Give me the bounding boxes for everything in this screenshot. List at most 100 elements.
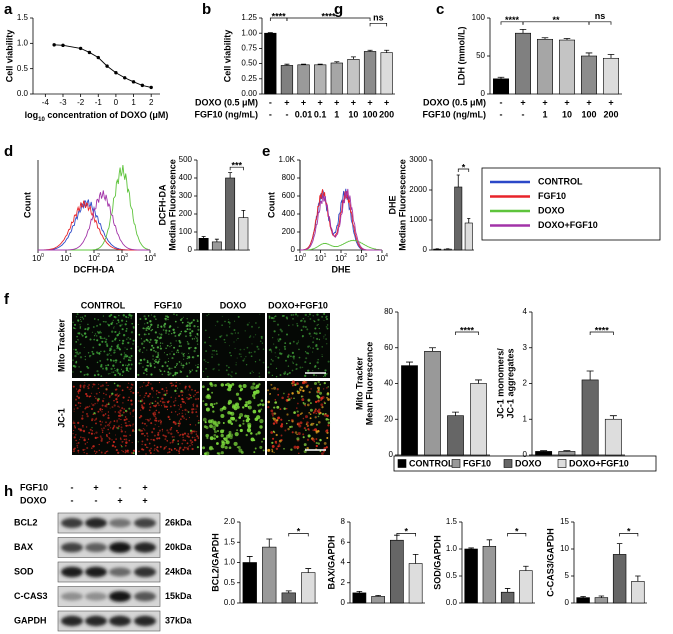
cell-dot	[130, 354, 133, 358]
cell-dot	[161, 428, 164, 431]
y-tick-label: 15	[560, 517, 569, 526]
cell-dot	[197, 421, 200, 425]
cell-dot	[108, 437, 111, 440]
cell-dot	[256, 345, 259, 348]
cell-dot	[103, 337, 106, 340]
cell-dot	[107, 424, 109, 426]
cell-dot	[274, 352, 276, 354]
cell-dot	[161, 373, 164, 376]
cell-dot	[83, 374, 86, 376]
cell-dot	[188, 352, 190, 354]
cell-dot	[127, 365, 129, 367]
cell-dot	[308, 429, 310, 431]
cell-dot	[150, 329, 152, 332]
cell-dot	[153, 414, 156, 417]
cell-dot	[92, 346, 95, 349]
cell-dot	[129, 424, 132, 427]
y-tick-label: 200	[179, 209, 193, 218]
cell-dot	[142, 428, 144, 430]
cell-dot	[240, 353, 242, 355]
cell-dot	[166, 439, 168, 442]
cell-dot	[159, 419, 161, 421]
cell-dot	[283, 392, 285, 395]
cell-dot	[190, 442, 192, 444]
y-tick-label: 0.5	[17, 64, 29, 73]
cell-dot	[276, 323, 280, 326]
cell-dot	[76, 407, 79, 410]
cell-dot	[232, 403, 236, 408]
y-tick-label: 0.00	[241, 89, 257, 98]
cell-dot	[318, 412, 321, 415]
cell-dot	[142, 327, 145, 330]
cell-dot	[130, 390, 132, 393]
y-tick-label: 0.25	[241, 74, 257, 83]
y-tick-label: 0.0	[446, 598, 458, 607]
cell-dot	[166, 344, 169, 347]
cell-dot	[306, 421, 309, 424]
cell-dot	[116, 401, 119, 404]
bar	[558, 451, 576, 456]
cell-dot	[144, 323, 146, 325]
cell-dot	[120, 444, 123, 447]
x-axis-label-part: 10	[38, 117, 45, 123]
significance-label: ****	[272, 11, 287, 21]
cell-dot	[193, 430, 196, 433]
cell-dot	[103, 397, 105, 399]
cell-dot	[143, 428, 145, 430]
bar	[371, 596, 385, 604]
cell-dot	[254, 361, 257, 363]
cell-dot	[312, 411, 315, 414]
cell-dot	[169, 353, 171, 355]
cell-dot	[108, 353, 110, 355]
cell-dot	[127, 382, 130, 384]
cell-dot	[97, 331, 101, 334]
cell-dot	[258, 326, 260, 328]
cell-dot	[242, 359, 245, 362]
cell-dot	[112, 440, 116, 444]
cell-dot	[117, 405, 119, 408]
legend-swatch	[397, 459, 407, 468]
row-cell: +	[301, 97, 306, 107]
point	[78, 46, 83, 51]
cell-dot	[205, 350, 208, 353]
condition-cell: +	[142, 495, 147, 505]
cell-dot	[104, 452, 107, 455]
bar	[401, 365, 418, 456]
cell-dot	[184, 330, 187, 333]
cell-dot	[247, 424, 252, 429]
cell-dot	[195, 408, 197, 410]
cell-dot	[107, 423, 109, 425]
cell-dot	[147, 395, 150, 398]
cell-dot	[100, 375, 103, 377]
cell-dot	[174, 366, 177, 369]
significance-bracket	[369, 22, 388, 27]
cell-dot	[124, 451, 127, 454]
y-tick-label: 1.00	[241, 28, 257, 37]
cell-dot	[113, 352, 115, 354]
cell-dot	[92, 403, 95, 407]
cell-dot	[153, 444, 156, 447]
error-bar	[356, 590, 363, 593]
micrograph	[202, 313, 265, 378]
cell-dot	[268, 316, 271, 319]
cell-dot	[324, 402, 326, 405]
cell-dot	[141, 398, 143, 401]
cell-dot	[272, 422, 276, 425]
cell-dot	[229, 433, 234, 437]
cell-dot	[195, 411, 198, 414]
cell-dot	[229, 321, 231, 324]
bar	[238, 217, 249, 251]
cell-dot	[258, 383, 261, 386]
cell-dot	[125, 316, 128, 318]
cell-dot	[278, 443, 281, 446]
cell-dot	[279, 408, 282, 411]
cell-dot	[186, 361, 188, 364]
cell-dot	[254, 386, 258, 390]
cell-dot	[225, 440, 230, 445]
cell-dot	[122, 402, 124, 404]
cell-dot	[184, 439, 187, 442]
cell-dot	[83, 332, 87, 335]
cell-dot	[291, 431, 294, 434]
cell-dot	[170, 427, 172, 429]
bar	[447, 415, 464, 456]
